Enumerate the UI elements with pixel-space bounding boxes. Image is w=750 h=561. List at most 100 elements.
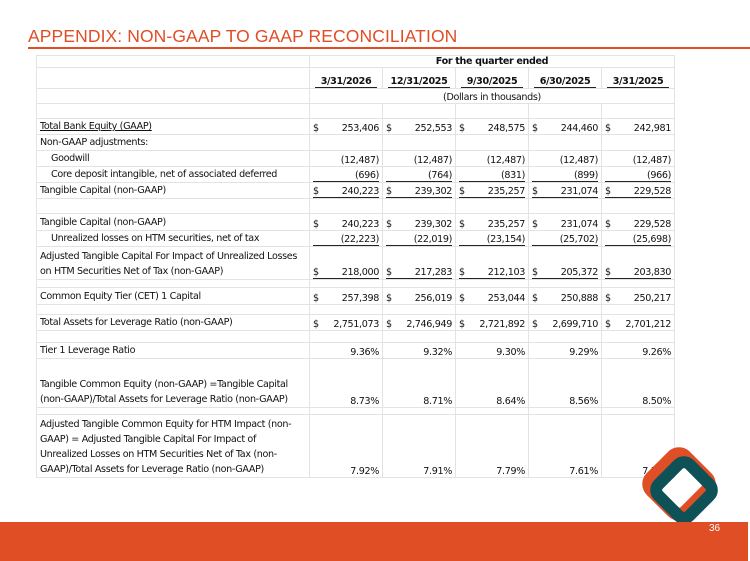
- dollar-sign: $: [532, 219, 538, 230]
- cell-value: $239,302: [386, 186, 452, 198]
- dollar-sign: $: [605, 186, 611, 197]
- row-label: Adjusted Tangible Capital For Impact of …: [36, 246, 310, 280]
- dollar-sign: $: [459, 219, 465, 230]
- column-header: 12/31/2025: [388, 76, 450, 88]
- cell-value: (12,487): [632, 155, 672, 166]
- period-header-row: For the quarter ended: [36, 55, 675, 68]
- cell-value: $231,074: [532, 186, 598, 198]
- cell-value: $252,553: [386, 123, 452, 134]
- dollar-sign: $: [459, 123, 465, 134]
- spacer-row: [36, 198, 675, 214]
- cell-value: $2,746,949: [386, 319, 452, 330]
- spacer-row: [36, 103, 675, 119]
- company-logo: [642, 447, 718, 524]
- cell-value: $253,406: [313, 123, 379, 134]
- cell-value: $2,751,073: [313, 319, 379, 330]
- cell-value: $212,103: [459, 267, 525, 279]
- table-row: Adjusted Tangible Common Equity for HTM …: [36, 414, 675, 478]
- table-row: Common Equity Tier (CET) 1 Capital $257,3…: [36, 287, 675, 305]
- dollar-sign: $: [386, 186, 392, 197]
- cell-value: $240,223: [313, 219, 379, 230]
- dollar-sign: $: [605, 319, 611, 330]
- row-label: Tier 1 Leverage Ratio: [36, 342, 310, 359]
- cell-value: 8.71%: [423, 396, 452, 407]
- title-divider: [28, 47, 750, 49]
- cell-value: $229,528: [605, 186, 671, 198]
- dollar-sign: $: [532, 293, 538, 304]
- cell-value: 8.50%: [642, 396, 671, 407]
- spacer-row: [36, 279, 675, 288]
- dollar-sign: $: [532, 319, 538, 330]
- units-label: (Dollars in thousands): [309, 88, 675, 104]
- table-row: Goodwill (12,487) (12,487) (12,487) (12,487)…: [36, 150, 675, 167]
- page-title: APPENDIX: NON-GAAP TO GAAP RECONCILIATIO…: [28, 26, 458, 46]
- cell-value: 9.36%: [350, 347, 379, 358]
- dollar-sign: $: [459, 319, 465, 330]
- cell-value: $2,721,892: [459, 319, 525, 330]
- cell-value: 7.91%: [423, 466, 452, 477]
- row-label: Goodwill: [36, 150, 310, 167]
- spacer-row: [36, 407, 675, 415]
- cell-value: (831): [459, 170, 525, 182]
- cell-value: 9.32%: [423, 347, 452, 358]
- period-header: For the quarter ended: [309, 55, 675, 68]
- dollar-sign: $: [605, 267, 611, 278]
- dollar-sign: $: [313, 123, 319, 134]
- row-label: Common Equity Tier (CET) 1 Capital: [36, 287, 310, 305]
- cell-value: (23,154): [459, 234, 525, 246]
- dollar-sign: $: [386, 319, 392, 330]
- table-row: Tangible Capital (non-GAAP) $240,223 $239,…: [36, 182, 675, 199]
- cell-value: $2,701,212: [605, 319, 671, 330]
- dollar-sign: $: [313, 186, 319, 197]
- reconciliation-table: For the quarter ended 3/31/2026 12/31/2025…: [36, 55, 675, 478]
- table-row: Tangible Capital (non-GAAP) $240,223 $239,…: [36, 213, 675, 231]
- cell-value: (22,223): [313, 234, 379, 246]
- cell-value: 7.79%: [496, 466, 525, 477]
- cell-value: 8.56%: [569, 396, 598, 407]
- row-label: Core deposit intangible, net of associat…: [36, 166, 310, 183]
- cell-value: $256,019: [386, 293, 452, 304]
- table-row: Unrealized losses on HTM securities, net…: [36, 230, 675, 247]
- cell-value: $218,000: [313, 267, 379, 279]
- dollar-sign: $: [459, 267, 465, 278]
- dollar-sign: $: [532, 267, 538, 278]
- cell-value: $250,217: [605, 293, 671, 304]
- cell-value: (22,019): [386, 234, 452, 246]
- cell-value: $257,398: [313, 293, 379, 304]
- date-header-row: 3/31/2026 12/31/2025 9/30/2025 6/30/2025 3/3…: [36, 67, 675, 89]
- row-label: Non-GAAP adjustments:: [36, 134, 310, 151]
- cell-value: (696): [313, 170, 379, 182]
- dollar-sign: $: [386, 293, 392, 304]
- table-row: Tangible Common Equity (non-GAAP) =Tangi…: [36, 358, 675, 408]
- cell-value: $239,302: [386, 219, 452, 230]
- dollar-sign: $: [386, 219, 392, 230]
- row-label: Total Assets for Leverage Ratio (non-GAA…: [36, 314, 310, 331]
- cell-value: $229,528: [605, 219, 671, 230]
- dollar-sign: $: [605, 293, 611, 304]
- dollar-sign: $: [313, 293, 319, 304]
- row-label: Tangible Common Equity (non-GAAP) =Tangi…: [36, 358, 310, 408]
- cell-value: $235,257: [459, 186, 525, 198]
- cell-value: (12,487): [413, 155, 453, 166]
- cell-value: $242,981: [605, 123, 671, 134]
- table-row: Total Bank Equity (GAAP) $253,406 $252,553…: [36, 118, 675, 135]
- row-label: Tangible Capital (non-GAAP): [36, 213, 310, 231]
- cell-value: 8.64%: [496, 396, 525, 407]
- cell-value: (966): [605, 170, 671, 182]
- cell-value: (25,702): [532, 234, 598, 246]
- row-label: Total Bank Equity (GAAP): [36, 118, 310, 135]
- cell-value: $203,830: [605, 267, 671, 279]
- dollar-sign: $: [313, 219, 319, 230]
- cell-value: $253,044: [459, 293, 525, 304]
- cell-value: 9.26%: [642, 347, 671, 358]
- dollar-sign: $: [459, 293, 465, 304]
- units-row: (Dollars in thousands): [36, 88, 675, 104]
- cell-value: 7.61%: [569, 466, 598, 477]
- cell-value: $2,699,710: [532, 319, 598, 330]
- footer-bar: [0, 522, 748, 561]
- cell-value: (12,487): [559, 155, 599, 166]
- row-label: Adjusted Tangible Common Equity for HTM …: [36, 414, 310, 478]
- dollar-sign: $: [532, 186, 538, 197]
- table-row: Non-GAAP adjustments:: [36, 134, 675, 151]
- dollar-sign: $: [605, 123, 611, 134]
